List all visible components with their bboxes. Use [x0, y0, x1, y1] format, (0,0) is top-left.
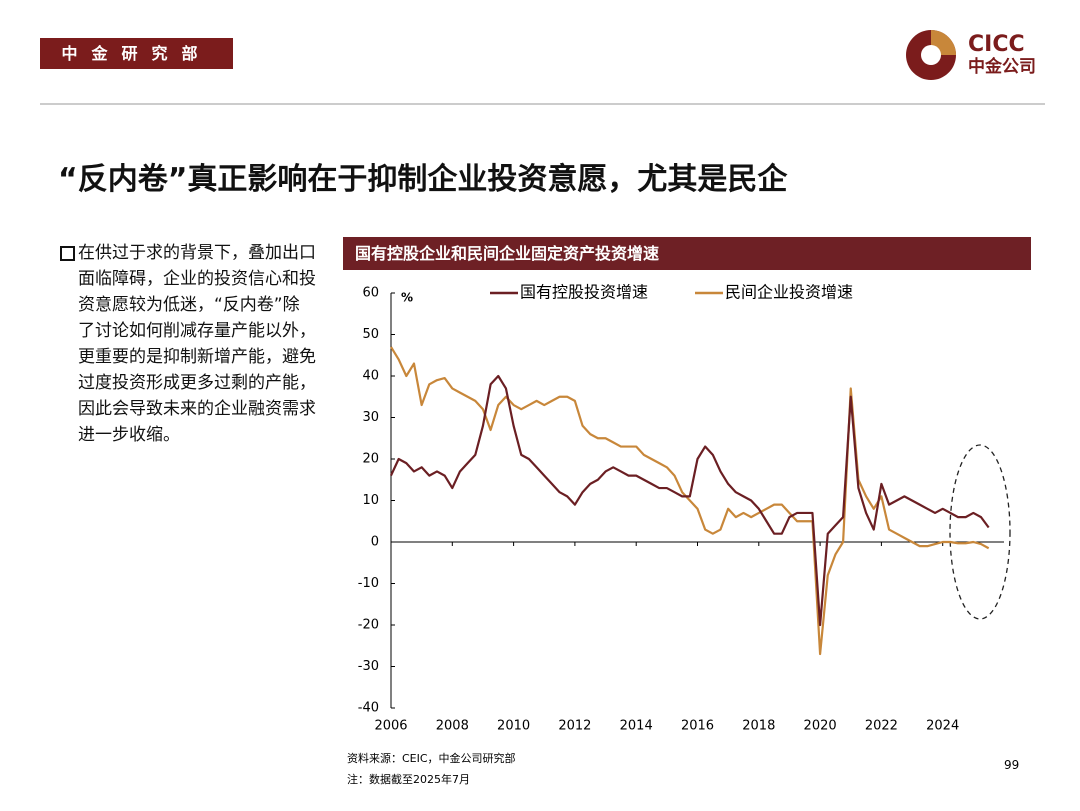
- x-tick-label: 2024: [926, 719, 959, 734]
- y-tick-label: 20: [362, 452, 379, 467]
- department-badge: 中金研究部: [40, 38, 233, 69]
- legend-label: 国有控股投资增速: [520, 283, 648, 302]
- legend-label: 民间企业投资增速: [725, 283, 853, 302]
- series-line: [390, 346, 990, 656]
- y-tick-label: -40: [358, 701, 379, 716]
- slide-title: “反内卷”真正影响在于抑制企业投资意愿，尤其是民企: [58, 162, 788, 197]
- x-tick-label: 2006: [374, 719, 407, 734]
- chart-title: 国有控股企业和民间企业固定资产投资增速: [343, 237, 1031, 270]
- y-tick-label: 60: [362, 286, 379, 301]
- x-tick-label: 2016: [681, 719, 714, 734]
- y-tick-label: 40: [362, 369, 379, 384]
- y-tick-label: -30: [358, 659, 379, 674]
- x-tick-label: 2012: [558, 719, 591, 734]
- y-tick-label: 0: [371, 535, 379, 550]
- x-tick-label: 2020: [804, 719, 837, 734]
- series-line: [390, 374, 990, 627]
- x-tick-label: 2014: [620, 719, 653, 734]
- x-tick-label: 2022: [865, 719, 898, 734]
- source: 资料来源：CEIC，中金公司研究部: [347, 752, 516, 765]
- x-tick-label: 2008: [436, 719, 469, 734]
- logo-icon-hole: [921, 45, 941, 65]
- y-tick-label: -20: [358, 618, 379, 633]
- bullet-text: 在供过于求的背景下，叠加出口面临障碍，企业的投资信心和投资意愿较为低迷，“反内卷…: [78, 243, 316, 445]
- y-tick-label: 50: [362, 327, 379, 342]
- logo-cn: 中金公司: [968, 56, 1036, 77]
- y-tick-label: 10: [362, 493, 379, 508]
- x-tick-label: 2018: [742, 719, 775, 734]
- y-unit: %: [401, 291, 413, 305]
- y-tick-label: 30: [362, 410, 379, 425]
- highlight-ellipse: [949, 444, 1011, 620]
- page-number: 99: [1004, 758, 1020, 772]
- x-tick-label: 2010: [497, 719, 530, 734]
- logo-en: CICC: [968, 32, 1025, 57]
- y-tick-label: -10: [358, 576, 379, 591]
- bullet-square: [60, 246, 75, 261]
- note: 注：数据截至2025年7月: [347, 773, 470, 786]
